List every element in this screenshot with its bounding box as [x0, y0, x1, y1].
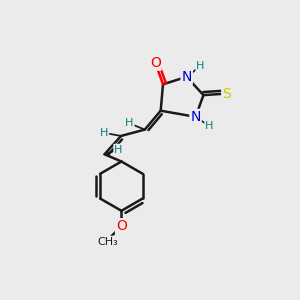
- Text: H: H: [100, 128, 108, 138]
- Text: H: H: [205, 121, 214, 131]
- Text: H: H: [125, 118, 134, 128]
- Text: H: H: [196, 61, 205, 71]
- Text: N: N: [182, 70, 192, 84]
- Text: H: H: [114, 145, 123, 154]
- Text: O: O: [116, 219, 127, 233]
- Text: CH₃: CH₃: [97, 237, 118, 247]
- Text: O: O: [150, 56, 161, 70]
- Text: S: S: [222, 87, 231, 100]
- Text: N: N: [190, 110, 201, 124]
